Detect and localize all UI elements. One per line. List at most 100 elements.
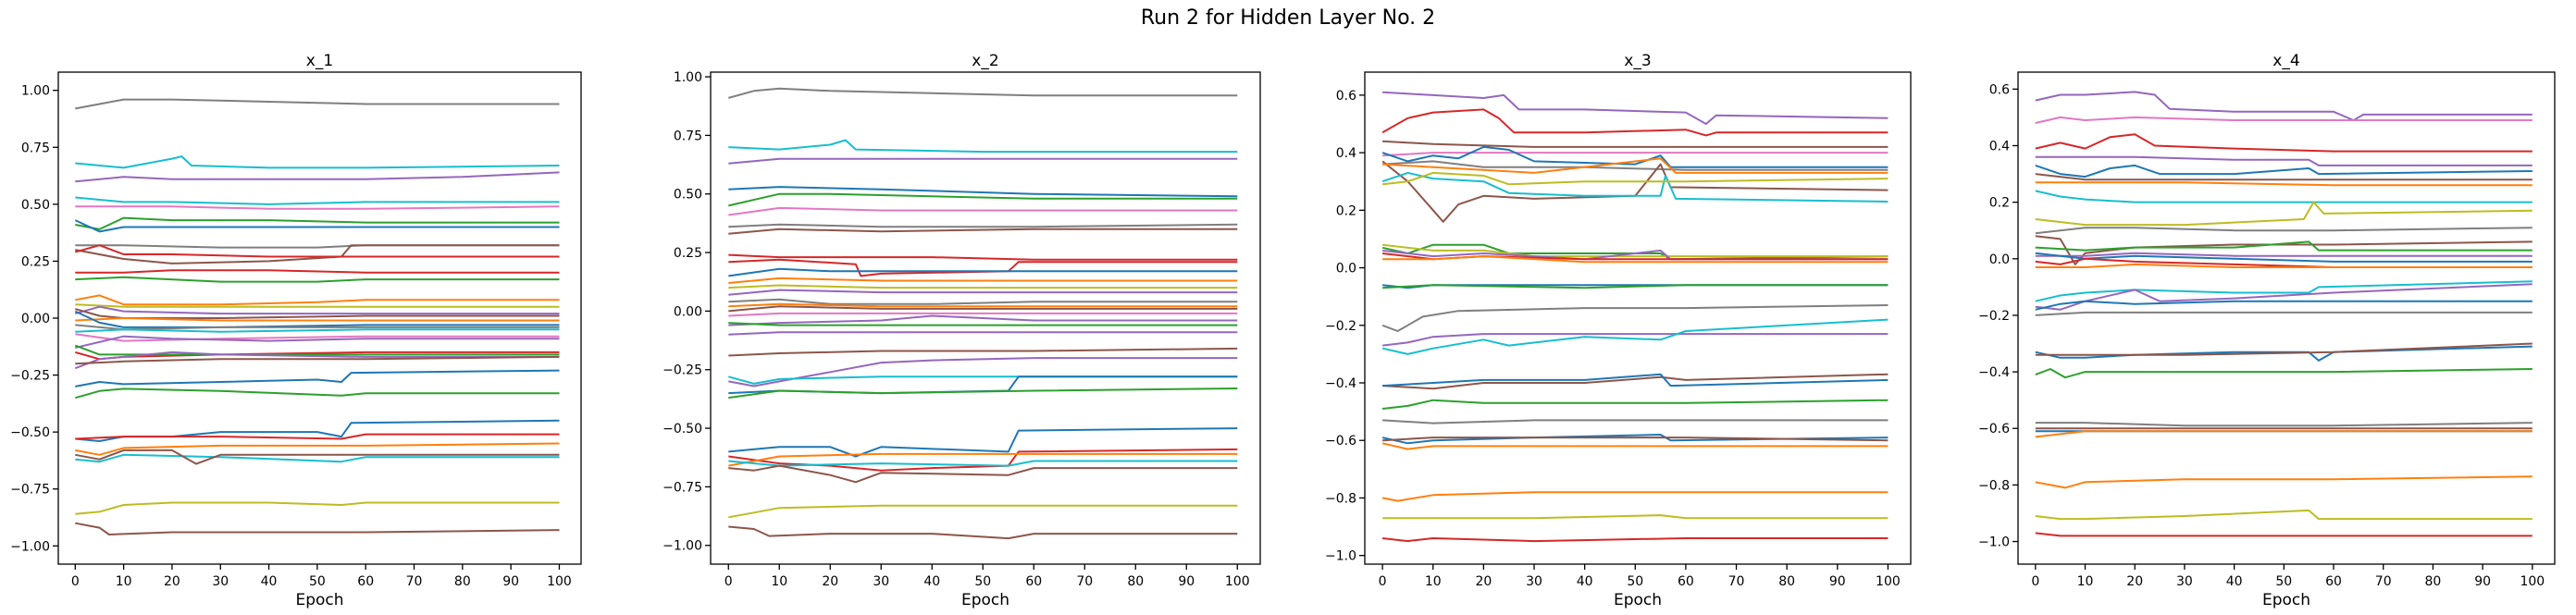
x-tick-label: 30 bbox=[1526, 574, 1542, 589]
x-tick-label: 10 bbox=[2077, 574, 2094, 589]
x-tick-label: 80 bbox=[1127, 574, 1144, 589]
series-line-30 bbox=[728, 460, 1238, 467]
y-tick-label: 0.50 bbox=[674, 188, 702, 203]
y-tick-label: −0.50 bbox=[10, 425, 50, 440]
subplot-1: 0 10 20 30 40 50 60 70 80 90 100 −1.00 −0.75 −0.50 −0.… bbox=[10, 52, 582, 609]
x-tick-label: 70 bbox=[1076, 574, 1093, 589]
series-line-26 bbox=[1382, 437, 1889, 442]
series-line-27 bbox=[1381, 442, 1889, 450]
series-line-4 bbox=[75, 196, 560, 205]
x-tick-label: 80 bbox=[2425, 574, 2442, 589]
series-line-21 bbox=[2035, 345, 2533, 362]
series-line-30 bbox=[75, 433, 560, 440]
series-line-16 bbox=[728, 302, 1238, 308]
x-tick-label: 70 bbox=[2375, 574, 2392, 589]
y-tick-label: 1.00 bbox=[674, 70, 702, 85]
y-tick-label: 0.50 bbox=[21, 198, 50, 213]
y-tick-label: −0.2 bbox=[1325, 319, 1356, 334]
series-line-2 bbox=[1381, 108, 1889, 137]
y-tick-label: 0.6 bbox=[1989, 82, 2010, 97]
series-lines bbox=[74, 98, 560, 535]
series-line-19 bbox=[75, 324, 560, 331]
series-line-14 bbox=[728, 289, 1238, 296]
series-line-7 bbox=[728, 223, 1238, 228]
x-tick-label: 30 bbox=[212, 574, 229, 589]
series-line-14 bbox=[1381, 252, 1889, 261]
series-line-17 bbox=[728, 305, 1238, 313]
y-tick-label: 0.00 bbox=[674, 304, 702, 319]
x-tick-label: 60 bbox=[357, 574, 374, 589]
series-line-14 bbox=[2035, 252, 2533, 263]
y-tick-label: 0.4 bbox=[1336, 146, 1356, 161]
series-line-1 bbox=[2035, 91, 2533, 121]
y-tick-label: 0.75 bbox=[674, 129, 702, 143]
series-line-32 bbox=[728, 504, 1238, 519]
y-tick-label: −0.6 bbox=[1325, 434, 1356, 449]
series-line-9 bbox=[1381, 171, 1889, 186]
y-tick-label: −0.4 bbox=[1978, 365, 2010, 380]
series-lines bbox=[1381, 91, 1889, 543]
series-line-23 bbox=[2035, 368, 2533, 379]
series-lines bbox=[2035, 91, 2533, 537]
series-line-13 bbox=[2035, 252, 2533, 257]
y-tick-label: 1.00 bbox=[21, 84, 50, 99]
series-line-4 bbox=[2035, 155, 2533, 166]
x-tick-label: 90 bbox=[2474, 574, 2491, 589]
series-line-8 bbox=[2035, 190, 2533, 203]
series-line-20 bbox=[1381, 318, 1889, 355]
series-line-10 bbox=[728, 253, 1238, 261]
series-line-27 bbox=[728, 427, 1238, 458]
x-tick-label: 100 bbox=[2520, 574, 2545, 589]
series-line-19 bbox=[728, 314, 1238, 326]
y-tick-label: −0.25 bbox=[663, 363, 702, 378]
x-tick-label: 70 bbox=[1728, 574, 1745, 589]
series-line-18 bbox=[1381, 304, 1889, 332]
y-tick-label: −1.0 bbox=[1325, 549, 1356, 564]
x-tick-label: 40 bbox=[923, 574, 940, 589]
series-line-5 bbox=[728, 192, 1238, 207]
series-line-30 bbox=[2035, 532, 2533, 537]
series-line-1 bbox=[75, 98, 560, 110]
y-tick-label: −1.00 bbox=[663, 539, 702, 554]
x-tick-label: 20 bbox=[1475, 574, 1492, 589]
series-line-19 bbox=[1381, 333, 1889, 347]
series-line-14 bbox=[75, 303, 560, 308]
y-tick-label: −0.6 bbox=[1978, 422, 2010, 437]
x-tick-label: 100 bbox=[1876, 574, 1901, 589]
series-line-3 bbox=[728, 157, 1238, 165]
x-axis-label: Epoch bbox=[295, 591, 343, 609]
series-line-15 bbox=[1382, 255, 1889, 264]
series-line-2 bbox=[728, 139, 1238, 154]
y-tick-label: −0.8 bbox=[1325, 491, 1356, 506]
series-line-2 bbox=[75, 155, 560, 169]
subplot-3: 0 10 20 30 40 50 60 70 80 90 100 −1.0 −0.8 −0.6 −0.4 −0… bbox=[1325, 52, 1912, 609]
series-line-29 bbox=[75, 419, 560, 442]
series-line-25 bbox=[74, 351, 560, 370]
series-line-4 bbox=[728, 186, 1238, 198]
series-line-21 bbox=[1382, 373, 1889, 390]
subplot-2: 0 10 20 30 40 50 60 70 80 90 100 −1.00 −0.75 −0.50 −0.… bbox=[663, 52, 1261, 609]
series-line-16 bbox=[75, 308, 560, 319]
subplot-title: x_3 bbox=[1624, 52, 1651, 70]
x-tick-label: 10 bbox=[116, 574, 132, 589]
subplot-grid: 0 10 20 30 40 50 60 70 80 90 100−1.00−0.75−0.50−0.… bbox=[10, 52, 2556, 609]
series-line-18 bbox=[728, 312, 1238, 317]
x-tick-label: 40 bbox=[2226, 574, 2243, 589]
series-line-29 bbox=[728, 452, 1238, 467]
x-tick-label: 20 bbox=[164, 574, 180, 589]
series-line-7 bbox=[1381, 160, 1889, 223]
x-tick-label: 100 bbox=[547, 574, 572, 589]
plot-frame bbox=[710, 71, 1261, 565]
series-line-31 bbox=[75, 442, 560, 456]
subplot-4: 0 10 20 30 40 50 60 70 80 90 100 −1.0 −0.8 −0.6 −0.4 −0… bbox=[1978, 52, 2556, 609]
y-tick-label: −0.8 bbox=[1978, 478, 2010, 493]
series-line-8 bbox=[1381, 171, 1889, 203]
series-line-16 bbox=[2035, 263, 2533, 268]
series-line-28 bbox=[2035, 475, 2533, 489]
series-line-4 bbox=[1382, 152, 1889, 157]
x-tick-label: 0 bbox=[71, 574, 80, 589]
series-line-23 bbox=[75, 351, 560, 361]
series-line-21 bbox=[75, 333, 560, 342]
series-line-1 bbox=[728, 87, 1238, 99]
series-line-26 bbox=[75, 355, 560, 365]
